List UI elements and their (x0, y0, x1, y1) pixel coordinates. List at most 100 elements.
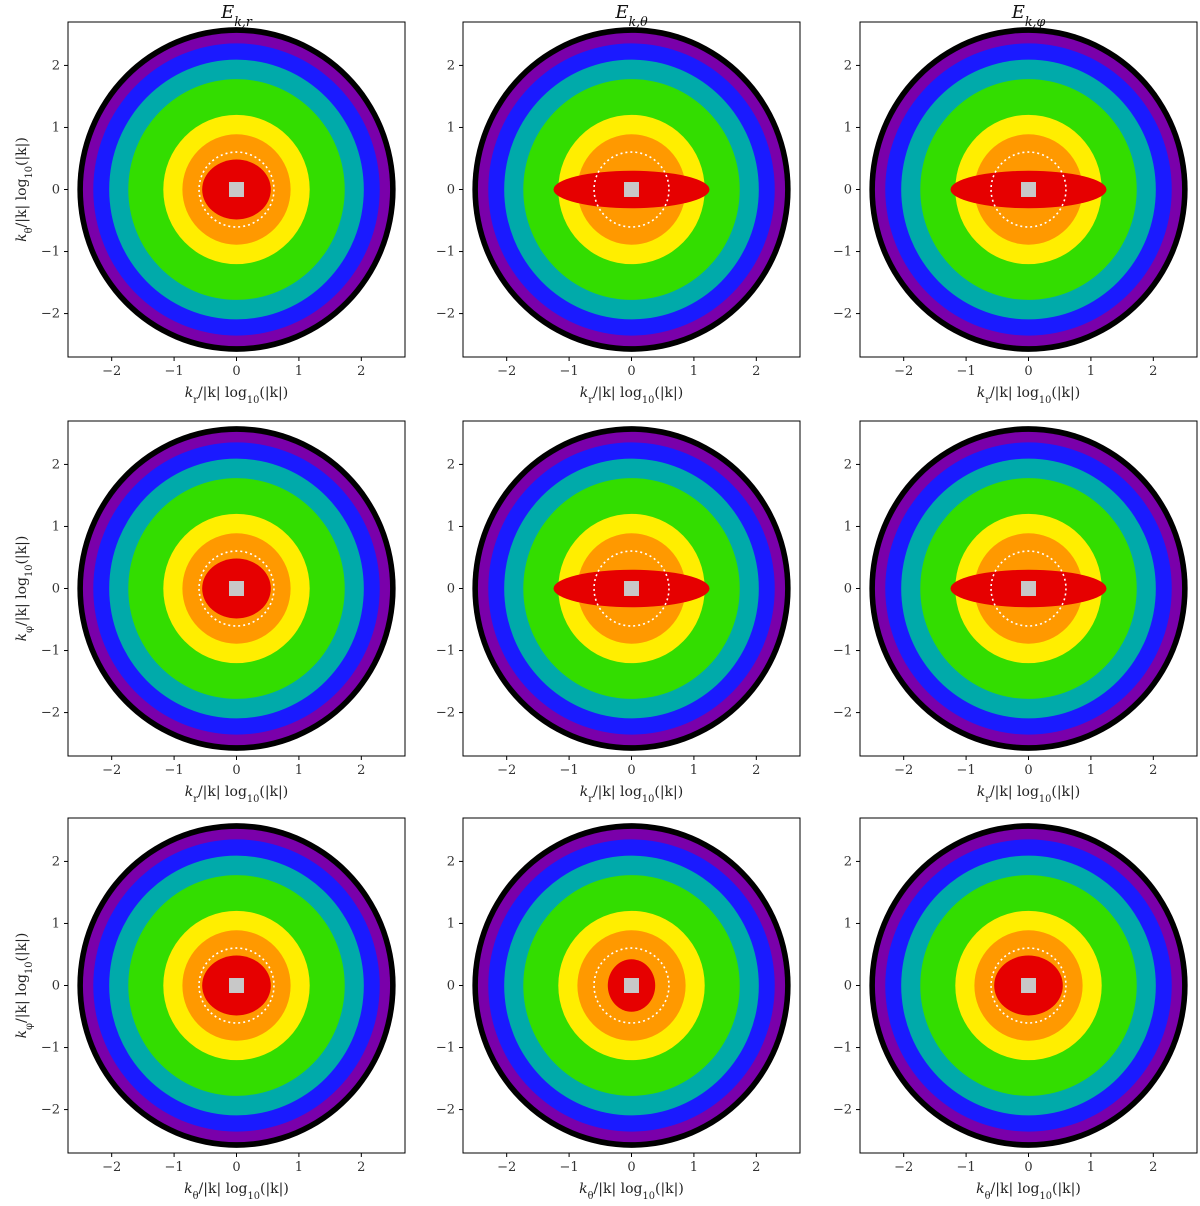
y-tick-label: 2 (447, 457, 455, 472)
reference-circle (198, 550, 275, 627)
y-tick-label: −1 (41, 1041, 60, 1056)
y-tick-label: 0 (447, 582, 455, 597)
x-tick-label: 2 (357, 1160, 365, 1175)
x-tick-label: 0 (232, 1160, 240, 1175)
panel-2-2: −2 −1 0 1 2 −2 −1 0 1 2 kr/|k| log10(|k|) (436, 420, 801, 805)
y-tick-label: −2 (41, 307, 60, 322)
x-tick-label: −1 (957, 763, 976, 778)
panel-3-3: −2 −1 0 1 2 −2 −1 0 1 2 kθ/|k| log10(|k|) (833, 817, 1198, 1202)
x-tick-label: 0 (232, 763, 240, 778)
y-tick-label: 2 (447, 854, 455, 869)
y-tick-label: 0 (447, 183, 455, 198)
x-tick-label: 0 (1024, 763, 1032, 778)
x-tick-label: 1 (1087, 364, 1095, 379)
y-tick-label: −2 (41, 706, 60, 721)
x-tick-label: −1 (957, 1160, 976, 1175)
reference-circle (990, 550, 1067, 627)
x-tick-label: −1 (560, 364, 579, 379)
x-tick-label: −1 (560, 1160, 579, 1175)
x-tick-label: −2 (497, 763, 516, 778)
reference-circle (198, 151, 275, 228)
x-tick-label: 1 (1087, 763, 1095, 778)
x-tick-label: 1 (295, 1160, 303, 1175)
saturated-center (229, 978, 244, 993)
y-axis-label: kφ/|k| log10(|k|) (14, 933, 35, 1039)
x-axis-label: kθ/|k| log10(|k|) (976, 1181, 1081, 1202)
x-tick-label: −2 (497, 1160, 516, 1175)
x-axis-label: kr/|k| log10(|k|) (580, 784, 683, 805)
x-tick-label: 2 (752, 1160, 760, 1175)
x-tick-label: 1 (690, 763, 698, 778)
y-tick-label: 1 (844, 519, 852, 534)
x-tick-label: −2 (102, 364, 121, 379)
x-tick-label: 1 (690, 1160, 698, 1175)
y-tick-label: −1 (833, 644, 852, 659)
y-tick-label: −2 (436, 706, 455, 721)
y-tick-label: 2 (844, 58, 852, 73)
y-tick-label: 1 (844, 120, 852, 135)
column-title: Ek,r (220, 2, 253, 29)
x-tick-label: 2 (357, 763, 365, 778)
x-tick-label: −2 (497, 364, 516, 379)
y-tick-label: 1 (447, 916, 455, 931)
x-tick-label: 1 (295, 364, 303, 379)
reference-circle (990, 151, 1067, 228)
y-tick-label: 0 (447, 979, 455, 994)
y-tick-label: −2 (436, 1103, 455, 1118)
reference-circle (198, 947, 275, 1024)
panel-1-1: −2 −1 0 1 2 −2 −1 0 1 2 kr/|k| log10(|k|) kθ/|k| lo… (14, 2, 406, 406)
y-tick-label: 2 (844, 854, 852, 869)
x-tick-label: −1 (165, 1160, 184, 1175)
x-tick-label: 1 (690, 364, 698, 379)
x-tick-label: −1 (957, 364, 976, 379)
x-tick-label: −2 (894, 1160, 913, 1175)
y-tick-label: 2 (447, 58, 455, 73)
y-tick-label: 2 (52, 854, 60, 869)
saturated-center (229, 581, 244, 596)
y-tick-label: 1 (447, 120, 455, 135)
saturated-center (1021, 581, 1036, 596)
y-tick-label: −1 (436, 1041, 455, 1056)
panel-3-1: −2 −1 0 1 2 −2 −1 0 1 2 kθ/|k| log10(|k|) kφ/|k| lo… (14, 817, 406, 1202)
y-tick-label: 1 (52, 519, 60, 534)
x-tick-label: 0 (627, 364, 635, 379)
panel-3-2: −2 −1 0 1 2 −2 −1 0 1 2 kθ/|k| log10(|k|) (436, 817, 801, 1202)
y-tick-label: 2 (52, 58, 60, 73)
saturated-center (624, 182, 639, 197)
x-axis-label: kr/|k| log10(|k|) (580, 385, 683, 406)
y-tick-label: −2 (833, 1103, 852, 1118)
x-tick-label: 1 (1087, 1160, 1095, 1175)
y-tick-label: 2 (52, 457, 60, 472)
x-tick-label: −1 (560, 763, 579, 778)
x-axis-label: kθ/|k| log10(|k|) (184, 1181, 289, 1202)
x-tick-label: −1 (165, 763, 184, 778)
y-tick-label: 0 (844, 582, 852, 597)
panel-2-1: −2 −1 0 1 2 −2 −1 0 1 2 kr/|k| log10(|k|) kφ/|k| lo… (14, 420, 406, 805)
y-tick-label: −2 (41, 1103, 60, 1118)
y-tick-label: −1 (833, 245, 852, 260)
x-axis-label: kr/|k| log10(|k|) (185, 385, 288, 406)
y-tick-label: 0 (52, 979, 60, 994)
x-tick-label: 2 (752, 763, 760, 778)
x-tick-label: −2 (894, 763, 913, 778)
saturated-center (1021, 182, 1036, 197)
x-axis-label: kr/|k| log10(|k|) (977, 385, 1080, 406)
x-tick-label: 0 (1024, 364, 1032, 379)
panel-1-3: −2 −1 0 1 2 −2 −1 0 1 2 kr/|k| log10(|k|) Ek,φ (833, 2, 1198, 406)
y-tick-label: −1 (833, 1041, 852, 1056)
reference-circle (593, 151, 670, 228)
x-tick-label: 0 (627, 1160, 635, 1175)
saturated-center (229, 182, 244, 197)
y-tick-label: 1 (52, 916, 60, 931)
y-tick-label: 2 (844, 457, 852, 472)
x-tick-label: −2 (102, 763, 121, 778)
y-tick-label: −1 (41, 245, 60, 260)
y-tick-label: −2 (833, 307, 852, 322)
y-tick-label: 1 (52, 120, 60, 135)
saturated-center (1021, 978, 1036, 993)
x-tick-label: −2 (894, 364, 913, 379)
x-tick-label: 2 (1149, 763, 1157, 778)
column-title: Ek,φ (1011, 2, 1046, 29)
y-tick-label: −1 (436, 245, 455, 260)
